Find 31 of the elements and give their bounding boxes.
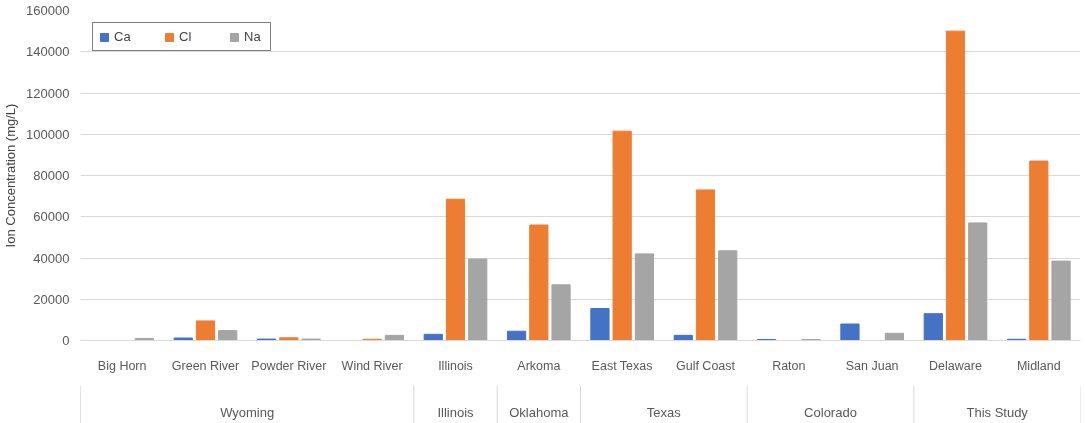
- y-tick-label: 160000: [26, 3, 70, 18]
- legend-label: Na: [244, 29, 262, 44]
- x-tick-label: Green River: [171, 358, 240, 373]
- x-tick-label: Raton: [772, 358, 806, 373]
- y-tick-label: 60000: [33, 209, 70, 225]
- x-tick-label: San Juan: [845, 358, 899, 373]
- y-tick-label: 140000: [26, 44, 70, 60]
- y-tick-label: 120000: [26, 85, 70, 101]
- x-tick-label: East Texas: [591, 358, 653, 373]
- x-tick-label: Powder River: [251, 358, 327, 373]
- text: Oklahoma: [509, 404, 570, 420]
- x-tick-label: Wind River: [341, 358, 403, 373]
- y-tick-label: 80000: [33, 168, 70, 183]
- x-tick-label: Midland: [1016, 358, 1061, 373]
- x-tick-label: Gulf Coast: [675, 358, 736, 373]
- text: Texas: [646, 404, 682, 420]
- x-tick-label: Illinois: [438, 358, 473, 373]
- text: Wyoming: [220, 404, 275, 420]
- y-tick-label: 20000: [33, 291, 70, 307]
- y-tick-label: 100000: [26, 126, 70, 142]
- x-tick-label: Delaware: [929, 358, 982, 373]
- x-tick-label: Big Horn: [97, 358, 147, 373]
- y-axis-title: Ion Concentration (mg/L): [3, 103, 19, 248]
- y-tick-label: 0: [62, 333, 70, 348]
- y-tick-label: 40000: [33, 250, 70, 266]
- legend-label: Cl: [179, 29, 193, 44]
- text: This Study: [966, 404, 1029, 420]
- x-tick-label: Arkoma: [517, 358, 561, 373]
- legend-label: Ca: [114, 29, 132, 44]
- text: Colorado: [804, 404, 857, 420]
- text: Illinois: [437, 404, 475, 420]
